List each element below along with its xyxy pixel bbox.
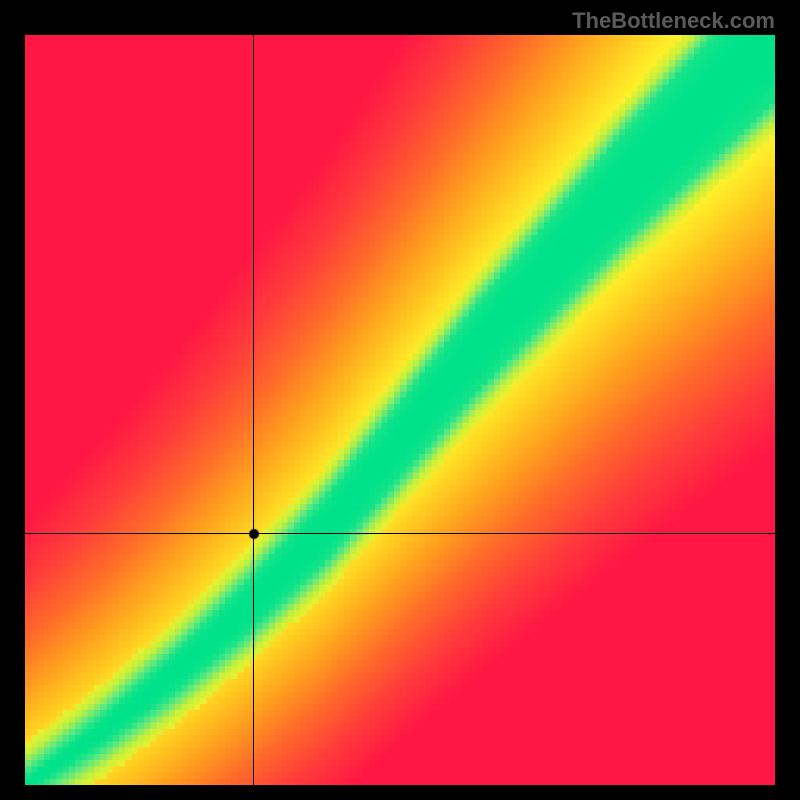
crosshair-vertical (253, 35, 254, 785)
crosshair-horizontal (25, 533, 775, 534)
bottleneck-heatmap (25, 35, 775, 785)
watermark-label: TheBottleneck.com (572, 8, 775, 34)
crosshair-marker (248, 528, 260, 540)
chart-container: TheBottleneck.com (0, 0, 800, 800)
